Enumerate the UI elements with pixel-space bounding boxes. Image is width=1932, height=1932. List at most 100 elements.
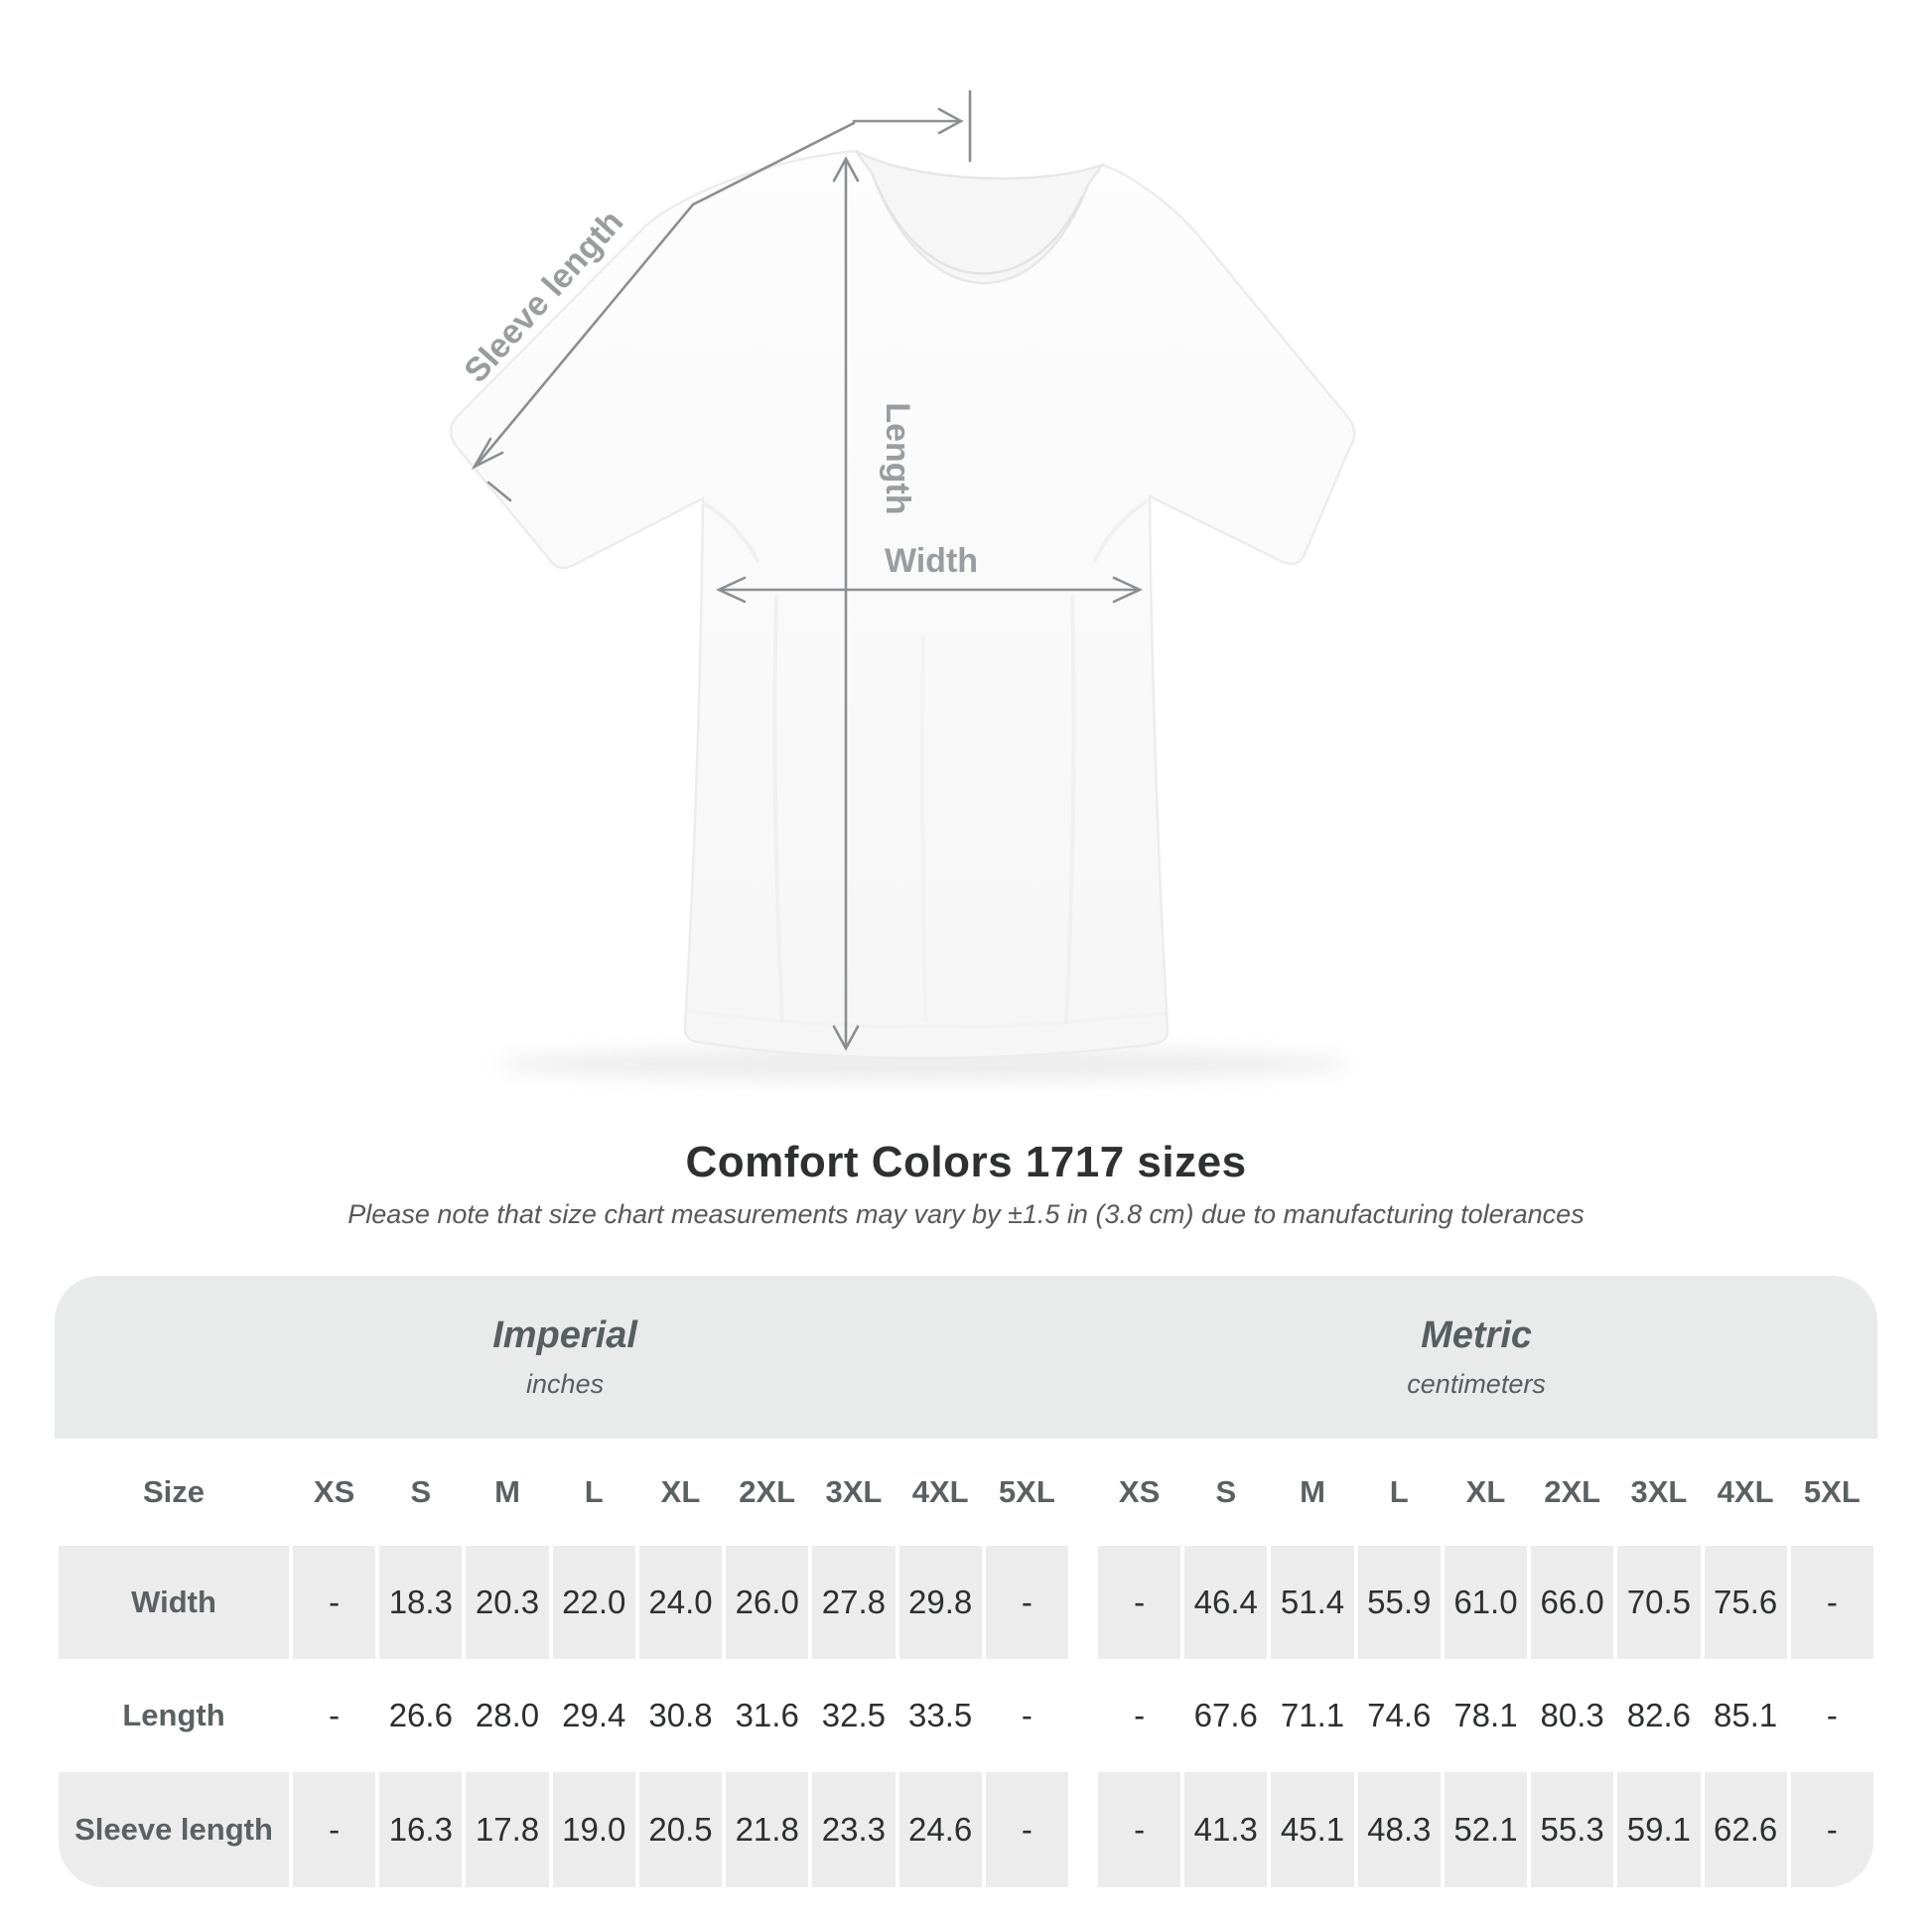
metric-size-col-xl: XL xyxy=(1444,1439,1528,1546)
metric-value-m: 51.4 xyxy=(1271,1546,1354,1659)
imperial-value-5xl: - xyxy=(985,1546,1068,1659)
imperial-size-col-s: S xyxy=(379,1439,463,1546)
metric-size-col-l: L xyxy=(1357,1439,1441,1546)
imperial-value-3xl: 32.5 xyxy=(812,1659,896,1772)
imperial-value-5xl: - xyxy=(985,1659,1068,1772)
imperial-value-5xl: - xyxy=(985,1772,1068,1887)
metric-size-col-s: S xyxy=(1184,1439,1268,1546)
imperial-value-s: 16.3 xyxy=(379,1772,463,1887)
page-title: Comfort Colors 1717 sizes xyxy=(685,1138,1247,1186)
metric-value-4xl: 85.1 xyxy=(1704,1659,1787,1772)
imperial-size-col-xs: XS xyxy=(293,1439,376,1546)
imperial-value-xs: - xyxy=(293,1772,376,1887)
shirt-shadow xyxy=(496,1047,1350,1081)
metric-value-xs: - xyxy=(1097,1546,1181,1659)
metric-value-xl: 52.1 xyxy=(1444,1772,1528,1887)
imperial-size-col-5xl: 5XL xyxy=(985,1439,1068,1546)
metric-value-5xl: - xyxy=(1790,1659,1873,1772)
metric-value-5xl: - xyxy=(1790,1546,1873,1659)
metric-size-col-3xl: 3XL xyxy=(1617,1439,1701,1546)
imperial-value-xl: 24.0 xyxy=(638,1546,723,1659)
imperial-section-header: Imperial inches xyxy=(55,1276,1075,1439)
imperial-value-m: 20.3 xyxy=(466,1546,549,1659)
imperial-value-m: 17.8 xyxy=(466,1772,549,1887)
imperial-size-col-xl: XL xyxy=(638,1439,723,1546)
imperial-value-xs: - xyxy=(293,1659,376,1772)
metric-value-l: 74.6 xyxy=(1357,1659,1441,1772)
metric-value-xl: 61.0 xyxy=(1444,1546,1528,1659)
metric-section-header: Metric centimeters xyxy=(1075,1276,1877,1439)
imperial-value-xl: 20.5 xyxy=(638,1772,723,1887)
tshirt-measurement-diagram: Sleeve length Length Width xyxy=(449,89,1356,1081)
imperial-size-col-3xl: 3XL xyxy=(812,1439,896,1546)
fabric-folds xyxy=(684,498,1167,1030)
tshirt-body xyxy=(449,149,1356,1060)
size-column-label: Size xyxy=(59,1439,289,1546)
metric-value-s: 41.3 xyxy=(1184,1772,1268,1887)
metric-size-col-5xl: 5XL xyxy=(1790,1439,1873,1546)
tshirt-diagram-canvas: Sleeve length Length Width xyxy=(449,89,1356,1081)
metric-size-col-m: M xyxy=(1271,1439,1354,1546)
imperial-value-l: 29.4 xyxy=(552,1659,635,1772)
section-spacer xyxy=(1071,1772,1094,1887)
imperial-value-4xl: 24.6 xyxy=(898,1772,982,1887)
metric-size-col-xs: XS xyxy=(1097,1439,1181,1546)
imperial-value-l: 19.0 xyxy=(552,1772,635,1887)
metric-value-m: 45.1 xyxy=(1271,1772,1354,1887)
metric-size-col-2xl: 2XL xyxy=(1531,1439,1614,1546)
unit-section-header: Imperial inches Metric centimeters xyxy=(55,1276,1877,1439)
imperial-value-s: 18.3 xyxy=(379,1546,463,1659)
metric-value-2xl: 66.0 xyxy=(1531,1546,1614,1659)
metric-value-2xl: 55.3 xyxy=(1531,1772,1614,1887)
metric-value-4xl: 62.6 xyxy=(1704,1772,1787,1887)
measurement-row: Width -18.3 20.3 22.0 24.0 26.0 27.8 29.8- -46.4… xyxy=(59,1546,1873,1659)
size-table: Size XS S M L XL 2XL 3XL 4XL 5XL XS S M L XL 2XL 3XL 4XL… xyxy=(55,1439,1877,1887)
imperial-value-m: 28.0 xyxy=(466,1659,549,1772)
imperial-value-l: 22.0 xyxy=(552,1546,635,1659)
metric-value-xs: - xyxy=(1097,1772,1181,1887)
metric-value-l: 48.3 xyxy=(1357,1772,1441,1887)
length-label: Length xyxy=(879,402,916,514)
imperial-value-4xl: 29.8 xyxy=(898,1546,982,1659)
imperial-size-col-l: L xyxy=(552,1439,635,1546)
size-chart: Imperial inches Metric centimeters Size … xyxy=(55,1276,1877,1887)
imperial-value-2xl: 26.0 xyxy=(726,1546,809,1659)
metric-size-col-4xl: 4XL xyxy=(1704,1439,1787,1546)
section-spacer xyxy=(1071,1439,1094,1546)
row-label: Sleeve length xyxy=(59,1772,289,1887)
collar-seam xyxy=(876,186,1084,275)
imperial-value-s: 26.6 xyxy=(379,1659,463,1772)
tolerance-note: Please note that size chart measurements… xyxy=(347,1199,1585,1229)
section-spacer xyxy=(1071,1659,1094,1772)
metric-value-l: 55.9 xyxy=(1357,1546,1441,1659)
metric-value-s: 46.4 xyxy=(1184,1546,1268,1659)
metric-value-5xl: - xyxy=(1790,1772,1873,1887)
imperial-size-col-4xl: 4XL xyxy=(898,1439,982,1546)
measurement-row: Length -26.6 28.0 29.4 30.8 31.6 32.5 33.5- -67.… xyxy=(59,1659,1873,1772)
measurement-row: Sleeve length -16.3 17.8 19.0 20.5 21.8 23.3 24… xyxy=(59,1772,1873,1887)
metric-value-xl: 78.1 xyxy=(1444,1659,1528,1772)
metric-value-2xl: 80.3 xyxy=(1531,1659,1614,1772)
imperial-value-xl: 30.8 xyxy=(638,1659,723,1772)
size-header-row: Size XS S M L XL 2XL 3XL 4XL 5XL XS S M L XL 2XL 3XL 4XL… xyxy=(59,1439,1873,1546)
imperial-value-4xl: 33.5 xyxy=(898,1659,982,1772)
imperial-value-2xl: 21.8 xyxy=(726,1772,809,1887)
metric-value-4xl: 75.6 xyxy=(1704,1546,1787,1659)
imperial-size-col-m: M xyxy=(466,1439,549,1546)
metric-section-title: Metric xyxy=(1421,1314,1533,1356)
imperial-size-col-2xl: 2XL xyxy=(726,1439,809,1546)
dimension-lines xyxy=(471,89,1144,1051)
metric-section-unit: centimeters xyxy=(1407,1369,1546,1399)
metric-value-s: 67.6 xyxy=(1184,1659,1268,1772)
imperial-section-title: Imperial xyxy=(492,1314,637,1356)
imperial-section-unit: inches xyxy=(526,1369,605,1399)
imperial-value-3xl: 27.8 xyxy=(812,1546,896,1659)
row-label: Width xyxy=(59,1546,289,1659)
metric-value-3xl: 70.5 xyxy=(1617,1546,1701,1659)
section-spacer xyxy=(1071,1546,1094,1659)
metric-value-m: 71.1 xyxy=(1271,1659,1354,1772)
row-label: Length xyxy=(59,1659,289,1772)
imperial-value-2xl: 31.6 xyxy=(726,1659,809,1772)
metric-value-3xl: 82.6 xyxy=(1617,1659,1701,1772)
width-label: Width xyxy=(885,542,978,580)
